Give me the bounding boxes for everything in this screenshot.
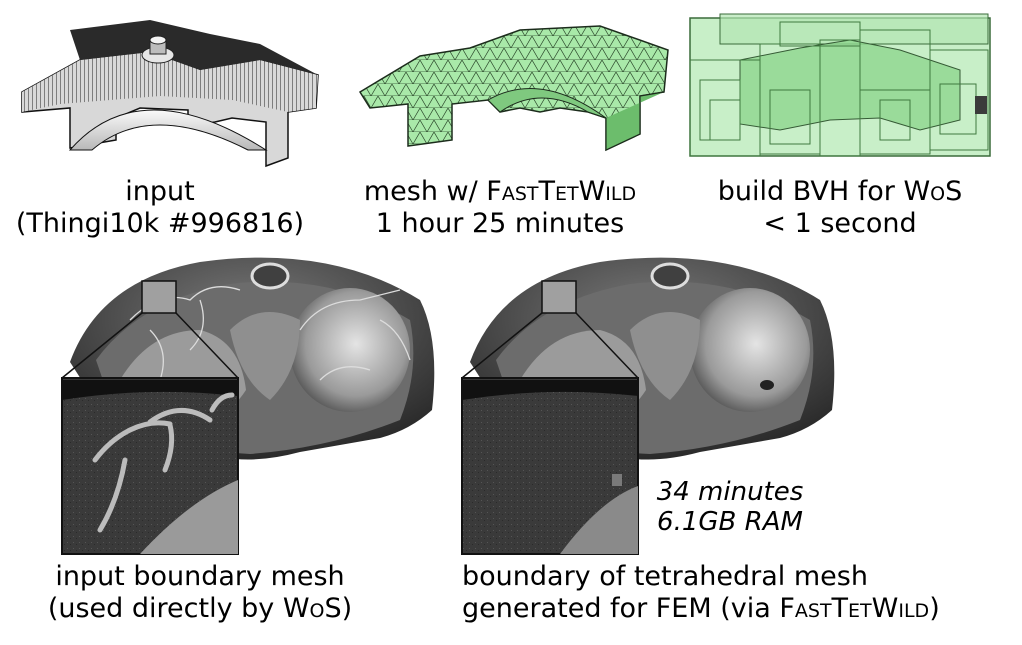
caption-mesh-prefix: mesh w/: [363, 176, 487, 207]
caption-bvh-line1: build BVH for WoS: [680, 176, 1000, 208]
caption-mesh-line1: mesh w/ FastTetWild: [330, 176, 670, 208]
timing-line2: 6.1GB RAM: [657, 507, 803, 537]
caption-input-boundary: input boundary mesh (used directly by Wo…: [30, 561, 370, 625]
caption-bvh-prefix: build BVH for: [717, 176, 904, 207]
caption-input-line2: (Thingi10k #996816): [15, 208, 305, 239]
caption-fem-boundary-prefix: generated for FEM (via: [462, 593, 780, 624]
bvh-image: [689, 13, 991, 157]
caption-input-line1: input: [125, 176, 195, 207]
caption-fem-boundary-line1: boundary of tetrahedral mesh: [462, 561, 868, 592]
caption-input-boundary-method: WoS: [282, 593, 342, 624]
caption-input-boundary-line2: (used directly by WoS): [30, 593, 370, 625]
tet-mesh-image: [358, 25, 669, 152]
caption-mesh-tool: FastTetWild: [486, 176, 637, 207]
caption-fem-boundary: boundary of tetrahedral mesh generated f…: [462, 561, 992, 625]
caption-input: input (Thingi10k #996816): [0, 176, 320, 240]
caption-bvh-method: WoS: [903, 176, 963, 207]
caption-mesh-time: 1 hour 25 minutes: [375, 208, 625, 239]
timing-line1: 34 minutes: [656, 477, 804, 507]
caption-fem-boundary-line2: generated for FEM (via FastTetWild): [462, 593, 992, 625]
caption-bvh-time: < 1 second: [763, 208, 917, 239]
input-boundary-render: [61, 257, 435, 555]
caption-fem-boundary-suffix: ): [929, 593, 940, 624]
caption-input-boundary-suffix: ): [341, 593, 353, 624]
caption-fem-boundary-tool: FastTetWild: [779, 593, 930, 624]
caption-input-boundary-prefix: (used directly by: [47, 593, 283, 624]
caption-mesh: mesh w/ FastTetWild 1 hour 25 minutes: [330, 176, 670, 240]
fem-boundary-render: [461, 257, 835, 555]
caption-input-boundary-line1: input boundary mesh: [55, 561, 345, 592]
caption-bvh: build BVH for WoS < 1 second: [680, 176, 1000, 240]
input-model-image: [21, 20, 319, 168]
timing-annotation: 34 minutes 6.1GB RAM: [640, 477, 820, 537]
